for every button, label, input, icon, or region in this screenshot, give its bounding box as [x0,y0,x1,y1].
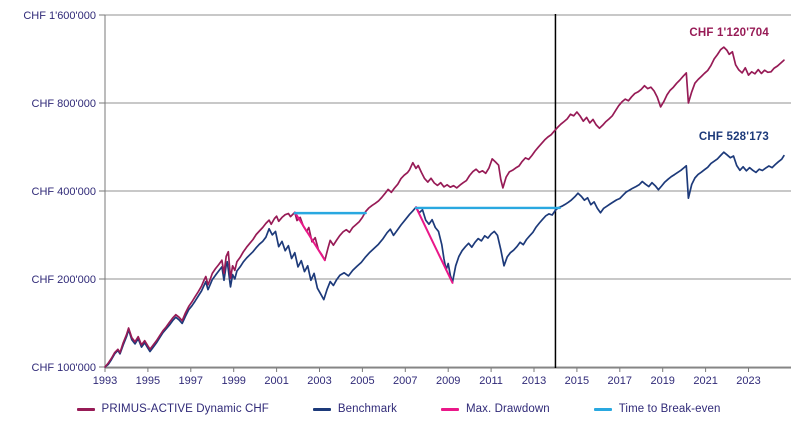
benchmark-line [104,151,785,368]
x-axis-label: 2013 [522,375,546,387]
x-axis-label: 2011 [479,375,503,387]
legend-label-breakeven: Time to Break-even [618,403,721,415]
max-drawdown-line-swatch-icon [440,407,459,411]
max-drawdown-line [293,211,326,262]
primus-end-value-label: CHF 1'120'704 [689,27,769,39]
y-axis-label: CHF 400'000 [32,186,96,198]
x-axis-label: 2001 [264,375,288,387]
legend-item-benchmark: Benchmark [312,403,397,415]
benchmark-line-swatch-icon [312,407,331,411]
chart-legend: PRIMUS-ACTIVE Dynamic CHF Benchmark Max.… [0,403,797,415]
x-axis-label: 2017 [608,375,632,387]
legend-label-benchmark: Benchmark [337,403,397,415]
primus-line-swatch-icon [76,407,95,411]
x-axis-label: 2009 [436,375,460,387]
y-axis-label: CHF 800'000 [32,98,96,110]
primus-line [104,46,785,368]
y-axis-label: CHF 100'000 [32,362,96,374]
max-drawdown-line [415,206,454,284]
x-axis-label: 2023 [736,375,760,387]
x-axis-label: 1999 [221,375,245,387]
x-axis-label: 2021 [693,375,717,387]
x-axis-label: 2003 [307,375,331,387]
y-axis-label: CHF 200'000 [32,274,96,286]
y-axis-label: CHF 1'600'000 [23,10,96,22]
x-axis-label: 1993 [93,375,117,387]
x-axis-label: 1997 [179,375,203,387]
x-axis-label: 2005 [350,375,374,387]
legend-item-max-drawdown: Max. Drawdown [440,403,550,415]
benchmark-end-value-label: CHF 528'173 [698,131,769,143]
x-axis-label: 1995 [136,375,160,387]
breakeven-line-swatch-icon [593,407,612,411]
legend-label-primus: PRIMUS-ACTIVE Dynamic CHF [101,403,269,415]
x-axis-label: 2019 [650,375,674,387]
legend-item-breakeven: Time to Break-even [593,403,721,415]
x-axis-label: 2007 [393,375,417,387]
legend-label-max-drawdown: Max. Drawdown [465,403,550,415]
legend-item-primus: PRIMUS-ACTIVE Dynamic CHF [76,403,269,415]
x-axis-label: 2015 [565,375,589,387]
